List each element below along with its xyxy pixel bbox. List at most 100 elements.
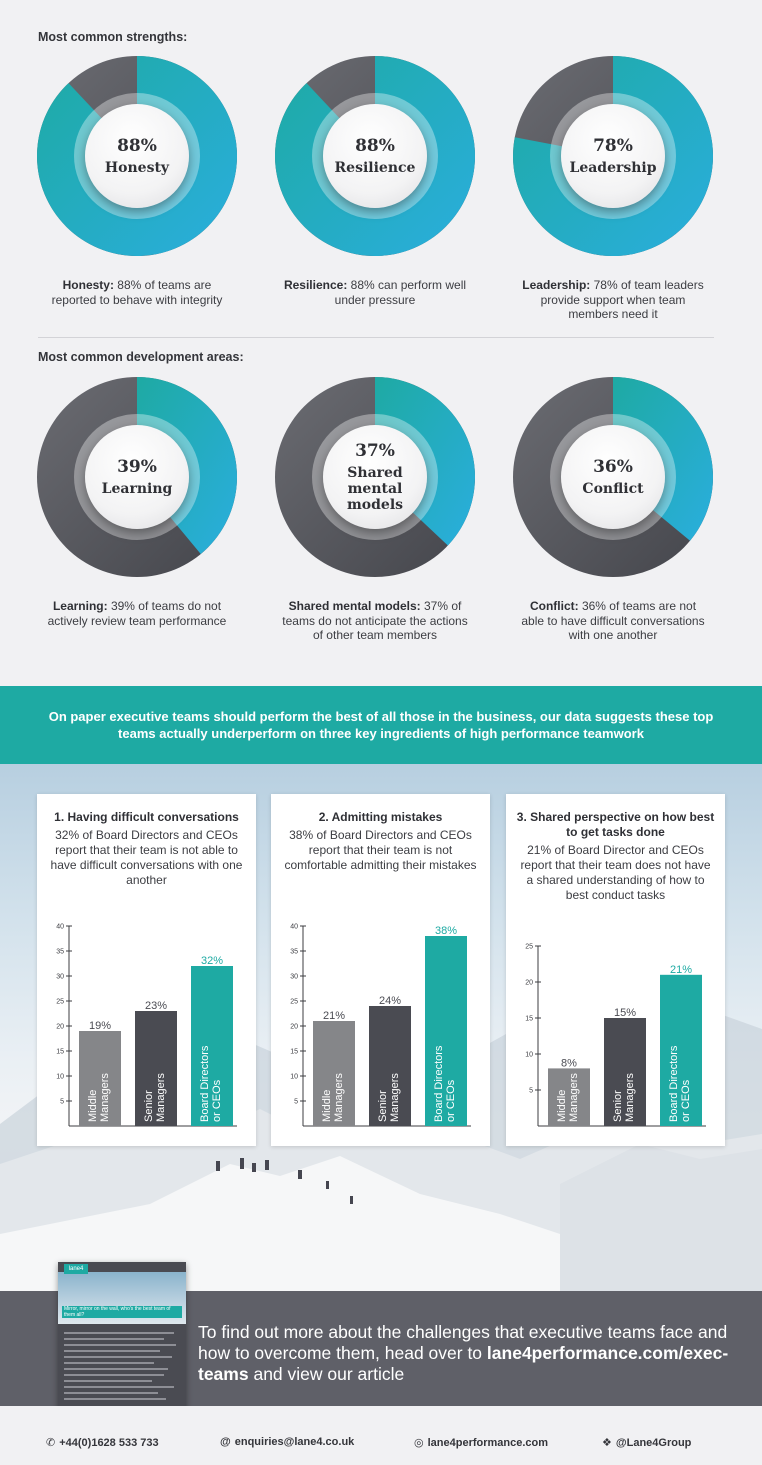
globe-icon: ◎	[414, 1437, 424, 1449]
y-tick-label: 40	[290, 924, 298, 931]
at-icon: @	[220, 1436, 231, 1448]
donut-shared-mental-models: 37% Shared mental models	[275, 377, 475, 577]
footer-link[interactable]: lane4performance.com/exec-teams	[198, 1343, 729, 1384]
twitter-icon: ❖	[602, 1437, 612, 1449]
chart-card: 1. Having difficult conversations 32% of…	[37, 794, 256, 1146]
y-tick-label: 35	[56, 949, 64, 956]
donut-conflict: 36% Conflict	[513, 377, 713, 577]
phone-icon: ✆	[46, 1437, 56, 1449]
contact-phone[interactable]: ✆ +44(0)1628 533 733	[46, 1437, 159, 1449]
y-tick-label: 35	[290, 949, 298, 956]
mountain-illustration	[0, 1004, 762, 1291]
donut-label: Leadership	[569, 160, 657, 176]
y-tick-label: 20	[290, 1024, 298, 1031]
brochure-logo: lane4	[64, 1264, 88, 1274]
donut-percent: 36%	[593, 457, 633, 477]
chart-description: 21% of Board Director and CEOs report th…	[520, 843, 711, 902]
y-tick-label: 25	[290, 999, 298, 1006]
bar-value-label: 21%	[323, 1010, 345, 1022]
donut-percent: 88%	[355, 136, 395, 156]
bar-value-label: 38%	[435, 925, 457, 937]
bar-value-label: 32%	[201, 955, 223, 967]
bar-value-label: 23%	[145, 1000, 167, 1012]
contact-twitter[interactable]: ❖ @Lane4Group	[602, 1437, 692, 1449]
category-label: MiddleManagers	[556, 1073, 580, 1122]
y-tick-label: 5	[529, 1088, 533, 1095]
bar	[191, 966, 233, 1126]
donut-label: Resilience	[334, 160, 416, 176]
donut-label: Honesty	[104, 160, 170, 176]
y-tick-label: 15	[56, 1049, 64, 1056]
y-tick-label: 10	[525, 1052, 533, 1059]
donut-percent: 78%	[593, 136, 633, 156]
caption-leadership: Leadership: 78% of team leaders provide …	[522, 278, 704, 321]
chart-card: 3. Shared perspective on how best to get…	[506, 794, 725, 1146]
y-tick-label: 25	[525, 944, 533, 951]
caption-honesty: Honesty: 88% of teams are reported to be…	[51, 278, 223, 307]
chart-title: 1. Having difficult conversations	[54, 810, 239, 824]
y-tick-label: 15	[525, 1016, 533, 1023]
caption-conflict: Conflict: 36% of teams are not able to h…	[521, 599, 705, 642]
donut-resilience: 88% Resilience	[275, 56, 475, 256]
chart-description: 38% of Board Directors and CEOs report t…	[284, 828, 477, 872]
brochure-heading: Mirror, mirror on the wall, who's the be…	[62, 1306, 182, 1318]
strengths-heading: Most common strengths:	[38, 30, 188, 44]
chart-title: 3. Shared perspective on how best to get…	[516, 810, 715, 839]
bar	[548, 1068, 590, 1126]
donut-percent: 37%	[355, 441, 395, 461]
donut-percent: 39%	[117, 457, 157, 477]
bar-value-label: 15%	[614, 1007, 636, 1019]
donut-label: Learning	[101, 481, 173, 497]
banner-text: On paper executive teams should perform …	[48, 709, 714, 741]
category-label: SeniorManagers	[377, 1073, 401, 1122]
donut-learning: 39% Learning	[37, 377, 237, 577]
bar-value-label: 21%	[670, 964, 692, 976]
caption-learning: Learning: 39% of teams do not actively r…	[47, 599, 227, 628]
bar-value-label: 19%	[89, 1020, 111, 1032]
section-divider	[38, 337, 714, 338]
y-tick-label: 30	[56, 974, 64, 981]
donut-value-slice	[375, 377, 475, 546]
development-heading: Most common development areas:	[38, 350, 244, 364]
category-label: Board Directorsor CEOs	[668, 1045, 692, 1122]
bar	[660, 974, 702, 1126]
category-label: SeniorManagers	[612, 1073, 636, 1122]
y-tick-label: 20	[56, 1024, 64, 1031]
y-tick-label: 40	[56, 924, 64, 931]
y-tick-label: 15	[290, 1049, 298, 1056]
donut-leadership: 78% Leadership	[513, 56, 713, 256]
summary-banner: On paper executive teams should perform …	[0, 686, 762, 764]
bar-chart: 5 10 15 20 25 8% MiddleManagers 15% SeniorManage…	[525, 944, 706, 1127]
category-label: SeniorManagers	[143, 1073, 167, 1122]
y-tick-label: 25	[56, 999, 64, 1006]
bar-chart: 5 10 15 20 25 30 35 40 19% MiddleManagers 23% Senio…	[56, 924, 237, 1127]
bar-value-label: 24%	[379, 995, 401, 1007]
y-tick-label: 5	[60, 1099, 64, 1106]
footer-cta: To find out more about the challenges th…	[198, 1322, 729, 1384]
y-tick-label: 10	[290, 1074, 298, 1081]
donut-honesty: 88% Honesty	[37, 56, 237, 256]
y-tick-label: 5	[294, 1099, 298, 1106]
donut-percent: 88%	[117, 136, 157, 156]
chart-title: 2. Admitting mistakes	[318, 810, 443, 824]
category-label: MiddleManagers	[87, 1073, 111, 1122]
category-label: MiddleManagers	[321, 1073, 345, 1122]
caption-resilience: Resilience: 88% can perform well under p…	[283, 278, 467, 307]
chart-card: 2. Admitting mistakes 38% of Board Direc…	[271, 794, 490, 1146]
y-tick-label: 30	[290, 974, 298, 981]
y-tick-label: 10	[56, 1074, 64, 1081]
donut-value-slice	[613, 377, 713, 541]
y-tick-label: 20	[525, 980, 533, 987]
category-label: Board Directorsor CEOs	[199, 1045, 223, 1122]
contact-web[interactable]: ◎ lane4performance.com	[414, 1437, 549, 1449]
bar-value-label: 8%	[561, 1057, 577, 1069]
bar-chart: 5 10 15 20 25 30 35 40 21% MiddleManagers 24% Senio…	[290, 924, 471, 1127]
contact-email[interactable]: @ enquiries@lane4.co.uk	[220, 1436, 355, 1448]
bar	[425, 936, 467, 1126]
bar	[604, 1018, 646, 1126]
bar	[135, 1011, 177, 1126]
caption-shared-mental-models: Shared mental models: 37% of teams do no…	[282, 599, 468, 642]
bar	[79, 1031, 121, 1126]
donut-label: Shared mental models	[346, 465, 404, 513]
contact-row	[0, 1406, 762, 1465]
